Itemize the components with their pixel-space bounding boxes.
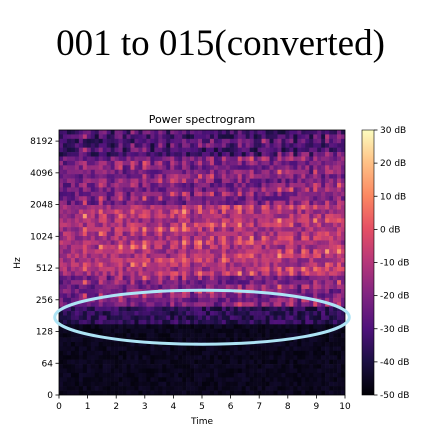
colorbar-axis: 30 dB 20 dB 10 dB 0 dB -10 dB -20 dB -30 dB -40… [374, 126, 409, 401]
colorbar-tick-label: 0 dB [380, 225, 400, 235]
y-tick-label: 0 [47, 391, 53, 401]
colorbar-tick-label: -10 dB [380, 259, 409, 269]
x-tick-label: 0 [56, 402, 62, 412]
spectrogram-image [59, 130, 345, 395]
x-tick-label: 3 [142, 402, 148, 412]
y-tick-label: 2048 [30, 201, 53, 211]
x-axis: 0 1 2 3 4 5 6 7 8 9 10 [56, 395, 351, 412]
x-tick-label: 10 [339, 402, 351, 412]
y-axis: 0 64 128 256 512 1024 2048 4096 8192 [30, 137, 59, 401]
colorbar-tick-label: -20 dB [380, 292, 409, 302]
colorbar-tick-label: -50 dB [380, 391, 409, 401]
highlight-ellipse [53, 288, 351, 346]
y-tick-label: 4096 [30, 169, 53, 179]
x-tick-label: 7 [256, 402, 262, 412]
colorbar-tick-label: -40 dB [380, 358, 409, 368]
x-tick-label: 2 [113, 402, 119, 412]
x-tick-label: 1 [85, 402, 91, 412]
colorbar-tick-label: -30 dB [380, 325, 409, 335]
x-tick-label: 6 [228, 402, 234, 412]
y-tick-label: 1024 [30, 232, 53, 242]
y-tick-label: 64 [42, 359, 54, 369]
y-axis-label: Hz [13, 257, 23, 269]
y-tick-label: 8192 [30, 137, 53, 147]
colorbar-tick-label: 30 dB [380, 126, 406, 136]
x-axis-label: Time [190, 417, 213, 427]
x-tick-label: 5 [199, 402, 205, 412]
colorbar-tick-label: 10 dB [380, 192, 406, 202]
x-tick-label: 8 [285, 402, 291, 412]
colorbar-tick-label: 20 dB [380, 159, 406, 169]
chart-title: Power spectrogram [149, 113, 256, 126]
y-tick-label: 128 [36, 328, 53, 338]
x-tick-label: 9 [314, 402, 320, 412]
x-tick-label: 4 [171, 402, 177, 412]
figure-heading: 001 to 015(converted) [56, 23, 385, 64]
colorbar [361, 129, 375, 396]
y-tick-label: 256 [36, 296, 53, 306]
y-tick-label: 512 [36, 264, 53, 274]
